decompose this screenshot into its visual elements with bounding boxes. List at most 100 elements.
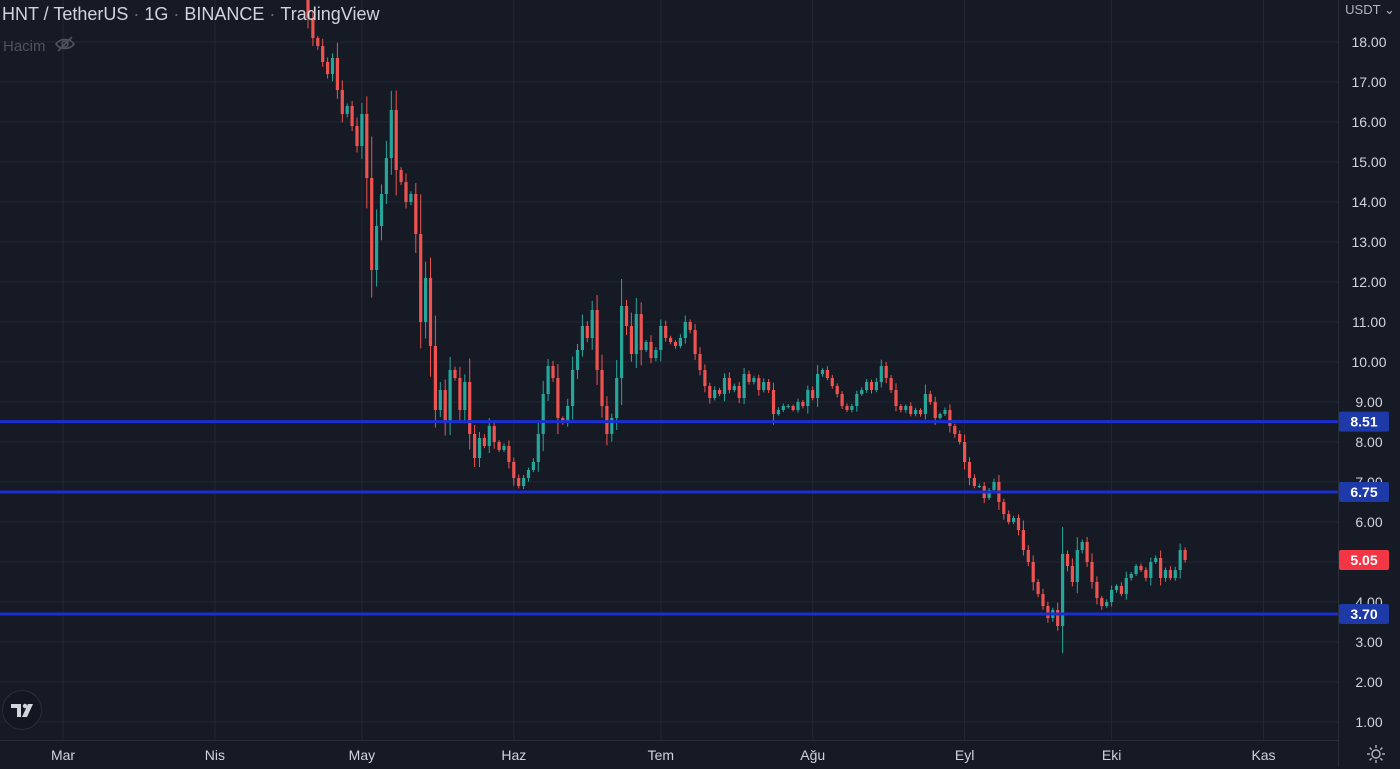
candle	[688, 319, 692, 334]
candle-body	[840, 394, 844, 406]
candle-body	[1095, 582, 1099, 598]
candle-body	[1168, 570, 1172, 578]
candle	[595, 295, 599, 385]
y-tick-label: 14.00	[1351, 194, 1386, 210]
candle	[375, 209, 379, 287]
candle	[551, 360, 555, 382]
candle-body	[414, 194, 418, 234]
candle-body	[1139, 566, 1143, 570]
candle-body	[1114, 586, 1119, 590]
candle-body	[899, 406, 903, 410]
candle-body	[644, 342, 648, 350]
candle-body	[972, 478, 976, 486]
candle-body	[855, 394, 859, 406]
candle	[722, 373, 727, 402]
y-tick-label: 15.00	[1351, 154, 1386, 170]
candle	[855, 390, 859, 412]
candle-body	[708, 386, 712, 398]
candle-body	[610, 418, 614, 434]
candle-body	[703, 370, 707, 386]
candle-body	[370, 178, 374, 270]
candle	[747, 370, 751, 385]
candle	[487, 418, 491, 453]
candle	[669, 335, 673, 345]
candle	[801, 399, 805, 409]
candle	[874, 378, 878, 393]
candle-body	[512, 462, 516, 478]
candle	[752, 375, 756, 385]
candle	[1080, 539, 1084, 554]
currency-selector[interactable]: USDT ⌄	[1340, 2, 1400, 18]
candle	[1168, 566, 1172, 581]
candle-body	[615, 378, 619, 418]
candle	[1183, 547, 1187, 563]
candle-body	[394, 110, 398, 170]
candle-body	[1124, 578, 1128, 594]
tradingview-logo[interactable]	[2, 690, 42, 730]
interval-label[interactable]: 1G	[144, 4, 169, 24]
candle-body	[1036, 582, 1040, 594]
settings-sun-icon[interactable]	[1366, 744, 1386, 764]
x-tick-label: Ağu	[800, 747, 825, 763]
candle	[899, 403, 903, 413]
candle-body	[389, 110, 393, 158]
symbol-name[interactable]: HNT / TetherUS	[2, 4, 129, 24]
candle-body	[865, 382, 869, 390]
candle	[389, 90, 393, 175]
candle-body	[477, 438, 482, 458]
candle-body	[438, 390, 442, 410]
candle	[335, 42, 339, 99]
candle-body	[360, 114, 364, 146]
candle	[526, 467, 531, 482]
candle-body	[517, 478, 521, 486]
candle	[865, 379, 869, 393]
candle	[850, 403, 854, 413]
candle-body	[816, 374, 820, 398]
candle	[1178, 543, 1182, 579]
candle-body	[571, 370, 575, 406]
candle	[610, 413, 614, 442]
candle-body	[1159, 558, 1163, 578]
candle-body	[938, 414, 942, 418]
candle-body	[355, 126, 359, 146]
candle-body	[1090, 562, 1094, 582]
candle	[928, 390, 932, 405]
candle-body	[335, 58, 339, 90]
candle	[477, 432, 482, 467]
candle-body	[1163, 570, 1168, 578]
symbol-header[interactable]: HNT / TetherUS · 1G · BINANCE · TradingView	[2, 4, 380, 24]
candle-body	[345, 106, 349, 114]
candle	[732, 383, 736, 393]
candle-body	[649, 342, 653, 358]
candle-body	[487, 426, 491, 446]
candle-body	[683, 322, 687, 338]
candles	[306, 0, 1187, 653]
volume-legend[interactable]: Hacim	[3, 35, 76, 57]
candle-body	[585, 326, 589, 338]
eye-crossed-icon[interactable]	[54, 35, 76, 57]
candle	[767, 379, 771, 393]
candle-body	[806, 390, 810, 406]
x-tick-label: Eyl	[955, 747, 974, 763]
candle-body	[953, 426, 957, 434]
candle	[796, 398, 800, 413]
candle	[914, 407, 918, 417]
candle-body	[605, 406, 609, 434]
candle-body	[424, 278, 428, 322]
candle-body	[732, 386, 736, 390]
level-badge: 8.51	[1339, 411, 1389, 432]
candle	[644, 340, 648, 352]
level-badge-label: 6.75	[1350, 484, 1377, 500]
candle	[806, 385, 810, 414]
last-price-badge-bg	[1339, 550, 1389, 570]
volume-label: Hacim	[3, 37, 46, 55]
candle-body	[850, 406, 854, 410]
candle	[1016, 514, 1021, 536]
y-tick-label: 18.00	[1351, 34, 1386, 50]
candle	[384, 140, 388, 204]
candle-body	[698, 354, 702, 370]
candle-body	[634, 314, 638, 354]
candle	[350, 101, 354, 131]
candle	[585, 321, 589, 343]
